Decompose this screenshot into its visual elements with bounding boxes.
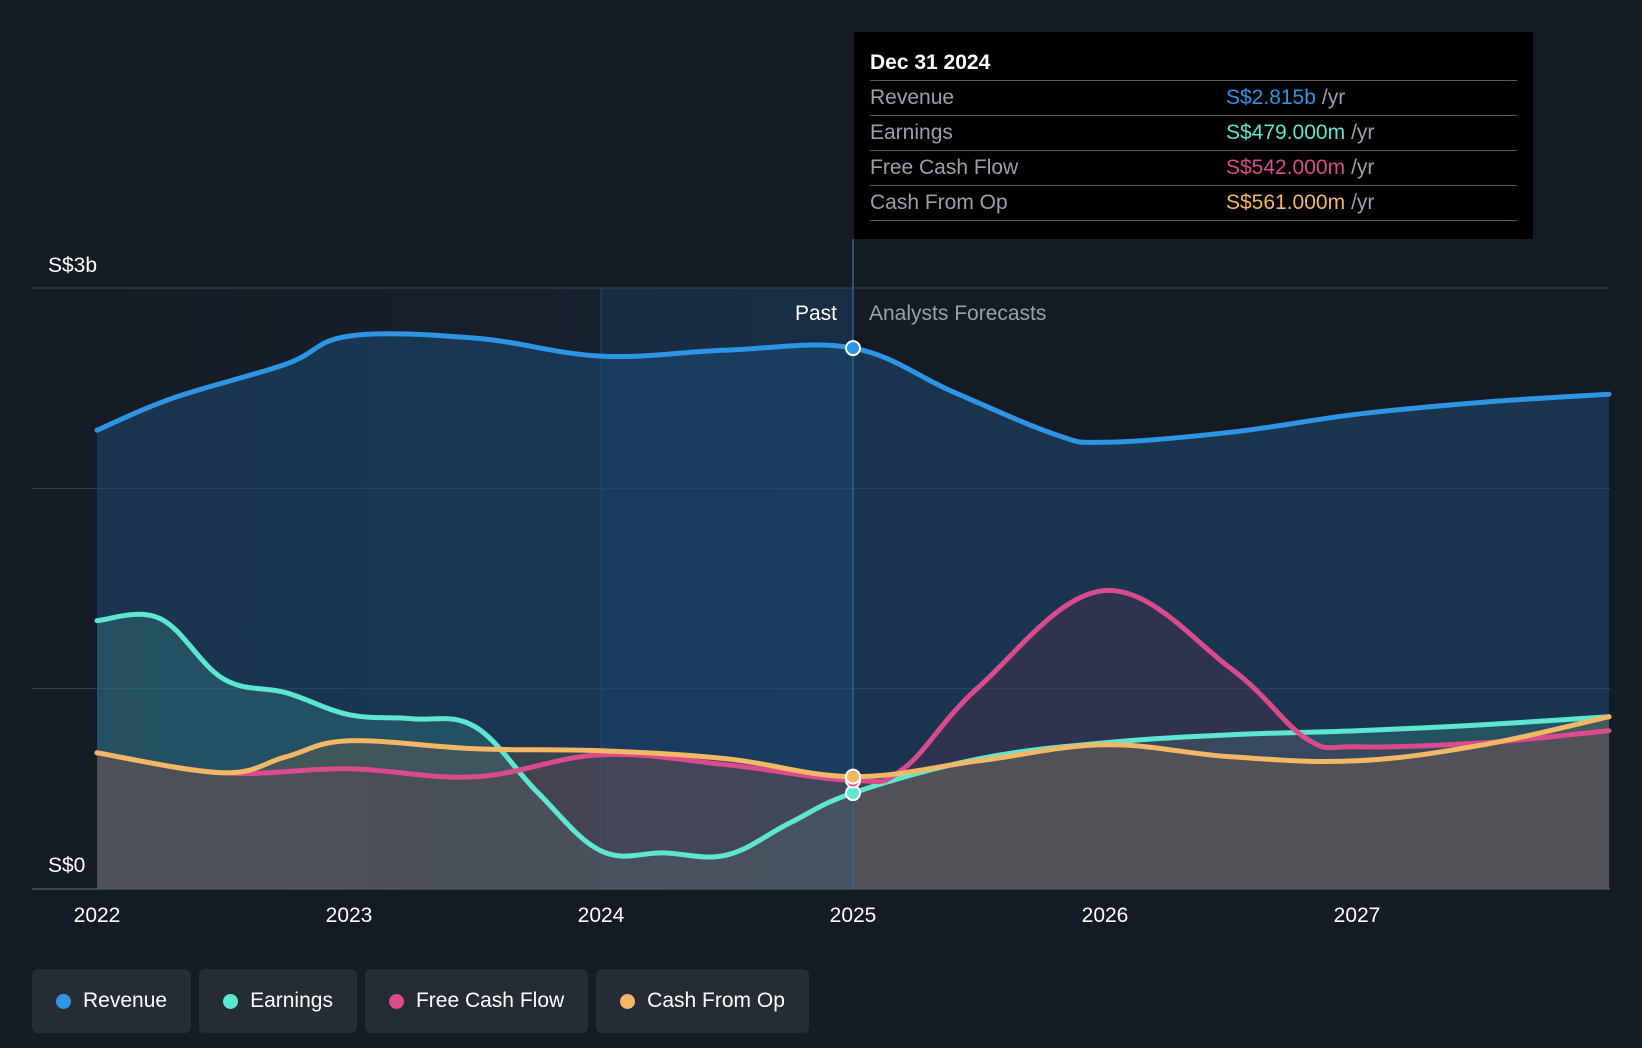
marker-revenue	[845, 340, 861, 357]
x-tick-label: 2022	[74, 904, 121, 927]
legend-item-earnings[interactable]: Earnings	[199, 969, 357, 1033]
x-tick-label: 2026	[1082, 904, 1129, 927]
hover-tooltip: Dec 31 2024 Revenue S$2.815b /yr Earning…	[854, 32, 1533, 239]
tooltip-unit: /yr	[1351, 121, 1375, 144]
tooltip-value: S$2.815b	[1226, 86, 1316, 109]
past-label: Past	[795, 302, 837, 325]
tooltip-value: S$542.000m	[1226, 156, 1346, 179]
legend-item-cash-from-op[interactable]: Cash From Op	[596, 969, 809, 1033]
chart-legend: Revenue Earnings Free Cash Flow Cash Fro…	[32, 969, 809, 1033]
tooltip-row-revenue: Revenue S$2.815b /yr	[870, 80, 1517, 115]
legend-dot-icon	[56, 993, 71, 1009]
tooltip-row-free-cash-flow: Free Cash Flow S$542.000m /yr	[870, 150, 1517, 185]
legend-dot-icon	[620, 993, 636, 1009]
line-earnings	[94, 611, 1612, 860]
line-cash-from-op	[94, 714, 1612, 780]
past-region	[97, 288, 853, 889]
legend-dot-icon	[223, 993, 239, 1009]
y-axis-bottom-label: S$0	[48, 854, 85, 877]
tooltip-row-earnings: Earnings S$479.000m /yr	[870, 115, 1517, 150]
tooltip-label: Free Cash Flow	[870, 156, 1019, 179]
y-axis-top-label: S$3b	[48, 254, 97, 277]
legend-label: Revenue	[83, 989, 168, 1012]
x-tick-label: 2027	[1334, 904, 1381, 927]
tooltip-label: Revenue	[870, 86, 955, 109]
tooltip-value: S$479.000m	[1226, 121, 1346, 144]
legend-label: Cash From Op	[647, 989, 785, 1012]
tooltip-date: Dec 31 2024	[870, 51, 991, 74]
tooltip-unit: /yr	[1321, 86, 1346, 109]
marker-cash-from-op	[845, 768, 861, 785]
legend-dot-icon	[388, 993, 404, 1009]
legend-label: Earnings	[250, 989, 333, 1012]
tooltip-unit: /yr	[1351, 191, 1375, 214]
tooltip-unit: /yr	[1351, 156, 1375, 179]
x-tick-label: 2025	[830, 904, 877, 927]
tooltip-label: Earnings	[870, 121, 953, 144]
tooltip-value: S$561.000m	[1226, 191, 1346, 214]
x-tick-label: 2023	[326, 904, 373, 927]
x-tick-label: 2024	[578, 904, 625, 927]
legend-item-free-cash-flow[interactable]: Free Cash Flow	[364, 969, 589, 1033]
legend-item-revenue[interactable]: Revenue	[32, 969, 192, 1033]
legend-label: Free Cash Flow	[415, 989, 565, 1012]
line-free-cash-flow	[94, 587, 1612, 784]
forecast-label: Analysts Forecasts	[869, 302, 1046, 325]
tooltip-row-cash-from-op: Cash From Op S$561.000m /yr	[870, 185, 1517, 221]
tooltip-label: Cash From Op	[870, 191, 1008, 214]
